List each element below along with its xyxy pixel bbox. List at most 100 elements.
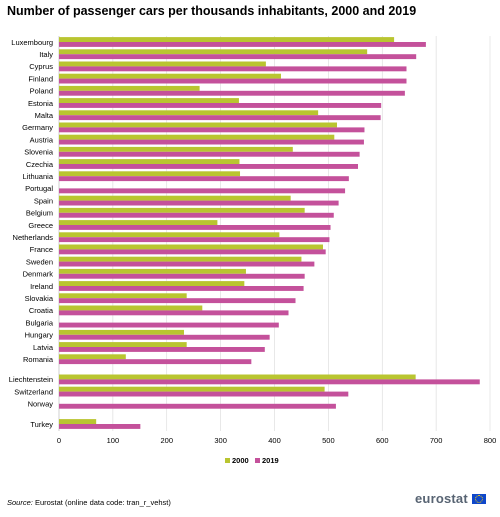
bar-2000-italy [59,49,368,55]
bar-2019-poland [59,90,405,96]
bar-2019-denmark [59,273,305,279]
category-label: Netherlands [13,233,54,242]
category-label: Latvia [33,343,54,352]
bar-2019-belgium [59,212,334,218]
bar-2000-greece [59,220,218,225]
bar-2019-norway [59,403,336,409]
category-label: Luxembourg [11,38,53,47]
bar-2019-portugal [59,188,346,194]
bar-2019-finland [59,78,407,84]
category-label: Czechia [26,160,54,169]
bar-2000-turkey [59,419,97,424]
bar-2019-turkey [59,424,141,429]
bar-2019-liechtenstein [59,379,480,385]
category-label: Switzerland [14,387,53,396]
category-label: Croatia [29,306,54,315]
category-label: Estonia [28,99,54,108]
eu-flag-icon [471,493,486,504]
chart-title: Number of passenger cars per thousands i… [7,4,417,18]
x-tick-label: 400 [268,436,281,445]
eurostat-logo: eurostat [415,491,486,506]
source-text: Eurostat (online data code: tran_r_vehst… [34,498,171,507]
category-label: Austria [30,135,54,144]
bar-2019-ireland [59,286,304,291]
bar-2019-estonia [59,103,382,108]
category-label: Hungary [25,331,54,340]
category-label: Malta [35,111,54,120]
bar-2019-cyprus [59,66,407,72]
bar-2000-sweden [59,256,302,262]
bar-2019-spain [59,200,339,206]
x-tick-label: 700 [430,436,443,445]
bar-2019-hungary [59,334,270,340]
legend-label-2019: 2019 [262,456,279,465]
bar-2019-netherlands [59,237,330,243]
category-labels: Luxembourg Italy Cyprus Finland Poland Estoni… [9,38,54,429]
x-tick-label: 100 [107,436,120,445]
bar-2000-poland [59,85,200,91]
bar-2019-malta [59,115,381,121]
bar-2019-lithuania [59,176,349,182]
legend: 2000 2019 [225,456,279,465]
bar-chart: Luxembourg Italy Cyprus Finland Poland Estoni… [9,36,496,465]
category-label: Finland [28,74,53,83]
category-label: Portugal [25,184,53,193]
bar-2019-slovakia [59,298,296,304]
bar-2019-latvia [59,347,265,352]
source-prefix: Source: [7,498,33,507]
bar-2019-germany [59,127,365,133]
bar-2019-czechia [59,164,359,169]
bar-2019-italy [59,54,417,60]
bar-2000-germany [59,122,337,128]
bar-2000-luxembourg [59,37,395,42]
category-label: Poland [30,87,53,96]
category-label: Bulgaria [25,318,53,327]
bar-2000-croatia [59,305,203,311]
bar-2000-spain [59,195,291,201]
bar-2000-romania [59,354,126,360]
bar-2019-croatia [59,310,289,316]
bar-2019-slovenia [59,151,360,157]
logo-text: eurostat [415,491,468,506]
bar-2019-france [59,249,326,255]
bar-2000-switzerland [59,386,325,392]
bar-2000-finland [59,73,281,79]
x-tick-label: 300 [214,436,227,445]
category-label: Lithuania [23,172,54,181]
category-label: Norway [28,400,54,409]
legend-label-2000: 2000 [232,456,249,465]
bar-2000-france [59,244,323,250]
bar-2000-cyprus [59,61,266,67]
bar-2000-netherlands [59,232,280,238]
x-axis-ticks: 0 100 200 300 400 500 600 700 800 [57,436,496,445]
bar-2000-lithuania [59,171,241,177]
category-label: Greece [28,221,53,230]
category-label: Turkey [30,420,53,429]
category-label: Germany [22,123,53,132]
bar-2000-malta [59,110,319,116]
bar-2019-switzerland [59,391,349,397]
bar-2019-bulgaria [59,322,279,328]
bars [59,37,480,429]
bar-2019-greece [59,225,331,230]
x-tick-label: 600 [376,436,389,445]
bar-2000-latvia [59,342,187,347]
category-label: Cyprus [29,62,53,71]
x-tick-label: 0 [57,436,61,445]
category-label: Liechtenstein [9,375,53,384]
bar-2019-austria [59,139,364,145]
bar-2000-liechtenstein [59,374,416,380]
bar-2019-romania [59,359,252,365]
bar-2000-slovakia [59,293,187,299]
x-tick-label: 800 [484,436,497,445]
bar-2000-belgium [59,207,305,213]
category-label: Spain [34,196,53,205]
bar-2000-austria [59,134,335,140]
bar-2000-hungary [59,329,184,335]
category-label: Sweden [26,257,53,266]
bar-2000-slovenia [59,146,293,152]
category-label: Slovakia [25,294,54,303]
source-note: Source: Eurostat (online data code: tran… [7,498,171,507]
legend-swatch-2000 [225,458,230,463]
category-label: Romania [23,355,54,364]
